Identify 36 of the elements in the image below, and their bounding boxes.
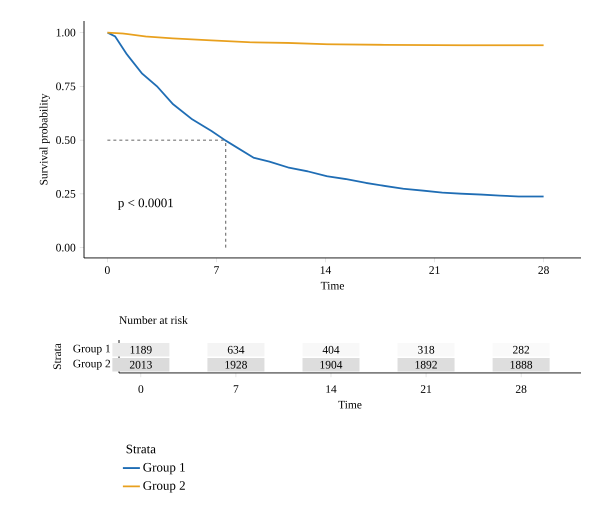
x-tick-label: 21 [429, 266, 440, 274]
data-label: 404 [322, 346, 340, 354]
data-label: 1189 [130, 346, 152, 354]
x-axis-title: Time [320, 282, 344, 290]
line-series [106, 32, 545, 198]
x-tick-label: 28 [516, 385, 526, 393]
data-label: 1904 [320, 360, 342, 369]
data-label: 634 [228, 346, 244, 354]
x-tick-label: 7 [214, 266, 219, 274]
data-label: 2013 [130, 360, 152, 369]
y-tick-label: 0.50 [56, 136, 76, 144]
y-axis-title: Survival probability [39, 94, 50, 185]
annotation: p < 0.0001 [118, 198, 173, 210]
legend-label: Group 1 [143, 462, 185, 474]
chart-title: Number at risk [119, 316, 188, 324]
x-tick-label: 0 [138, 385, 144, 393]
x-tick-label: 21 [420, 385, 432, 393]
data-label: 1892 [416, 360, 437, 369]
x-tick-label: 28 [538, 266, 549, 274]
x-tick-label: 0 [104, 266, 110, 274]
y-tick-label: 1.00 [56, 28, 76, 36]
legend-label: Group 2 [143, 481, 185, 493]
y-tick-label: 0.75 [56, 82, 76, 90]
y-tick-label: 0.00 [56, 244, 76, 252]
x-tick-label: 14 [326, 385, 337, 393]
data-label: 282 [513, 346, 530, 354]
x-axis-title: Time [338, 400, 362, 408]
y-axis-title: Strata [53, 343, 62, 370]
data-label: 1928 [225, 360, 247, 369]
y-tick-label: 0.25 [56, 190, 76, 198]
x-tick-label: 7 [234, 385, 238, 393]
data-label: 1888 [510, 360, 532, 369]
data-label: 318 [418, 346, 434, 354]
line-series [106, 32, 545, 46]
x-tick-label: 14 [320, 266, 332, 274]
legend-title: Strata [126, 444, 156, 454]
